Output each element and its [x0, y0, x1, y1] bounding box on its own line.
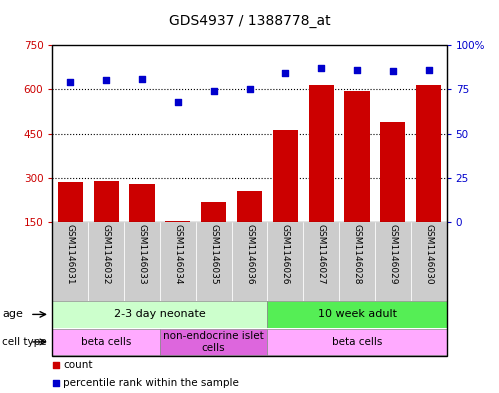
Point — [210, 88, 218, 94]
Text: GSM1146026: GSM1146026 — [281, 224, 290, 285]
Bar — [375, 222, 411, 301]
Bar — [124, 222, 160, 301]
Bar — [267, 329, 447, 355]
Point — [102, 77, 110, 83]
Point — [353, 67, 361, 73]
Bar — [273, 130, 298, 222]
Bar — [411, 222, 447, 301]
Bar — [52, 329, 160, 355]
Bar — [232, 222, 267, 301]
Text: percentile rank within the sample: percentile rank within the sample — [63, 378, 239, 388]
Text: GSM1146035: GSM1146035 — [209, 224, 218, 285]
Point — [174, 99, 182, 105]
Bar — [303, 222, 339, 301]
Text: GSM1146032: GSM1146032 — [102, 224, 111, 285]
Text: beta cells: beta cells — [332, 337, 382, 347]
Text: GSM1146029: GSM1146029 — [388, 224, 397, 285]
Point — [389, 68, 397, 74]
Text: GSM1146033: GSM1146033 — [138, 224, 147, 285]
Text: 2-3 day neonate: 2-3 day neonate — [114, 309, 206, 320]
Text: GDS4937 / 1388778_at: GDS4937 / 1388778_at — [169, 14, 330, 28]
Point — [246, 86, 253, 93]
Bar — [165, 221, 190, 222]
Text: 10 week adult: 10 week adult — [317, 309, 397, 320]
Text: GSM1146036: GSM1146036 — [245, 224, 254, 285]
Bar — [160, 329, 267, 355]
Text: GSM1146031: GSM1146031 — [66, 224, 75, 285]
Bar — [196, 222, 232, 301]
Bar — [237, 191, 262, 222]
Bar — [416, 85, 441, 222]
Text: beta cells: beta cells — [81, 337, 131, 347]
Bar — [160, 222, 196, 301]
Bar — [52, 301, 267, 328]
Bar — [129, 184, 155, 222]
Point — [66, 79, 74, 85]
Bar — [380, 122, 405, 222]
Point — [138, 75, 146, 82]
Point — [52, 362, 60, 369]
Bar — [52, 222, 88, 301]
Text: GSM1146030: GSM1146030 — [424, 224, 433, 285]
Bar — [308, 85, 334, 222]
Text: GSM1146027: GSM1146027 — [317, 224, 326, 285]
Bar — [94, 181, 119, 222]
Bar — [267, 222, 303, 301]
Text: GSM1146034: GSM1146034 — [173, 224, 182, 285]
Text: cell type: cell type — [2, 337, 47, 347]
Point — [317, 65, 325, 71]
Bar — [267, 301, 447, 328]
Text: GSM1146028: GSM1146028 — [352, 224, 361, 285]
Text: non-endocrine islet
cells: non-endocrine islet cells — [163, 331, 264, 353]
Text: age: age — [2, 309, 23, 320]
Bar — [201, 202, 226, 222]
Point — [52, 380, 60, 386]
Bar — [344, 91, 370, 222]
Bar — [88, 222, 124, 301]
Bar — [339, 222, 375, 301]
Point — [425, 67, 433, 73]
Bar — [58, 182, 83, 222]
Point — [281, 70, 289, 77]
Text: count: count — [63, 360, 93, 371]
